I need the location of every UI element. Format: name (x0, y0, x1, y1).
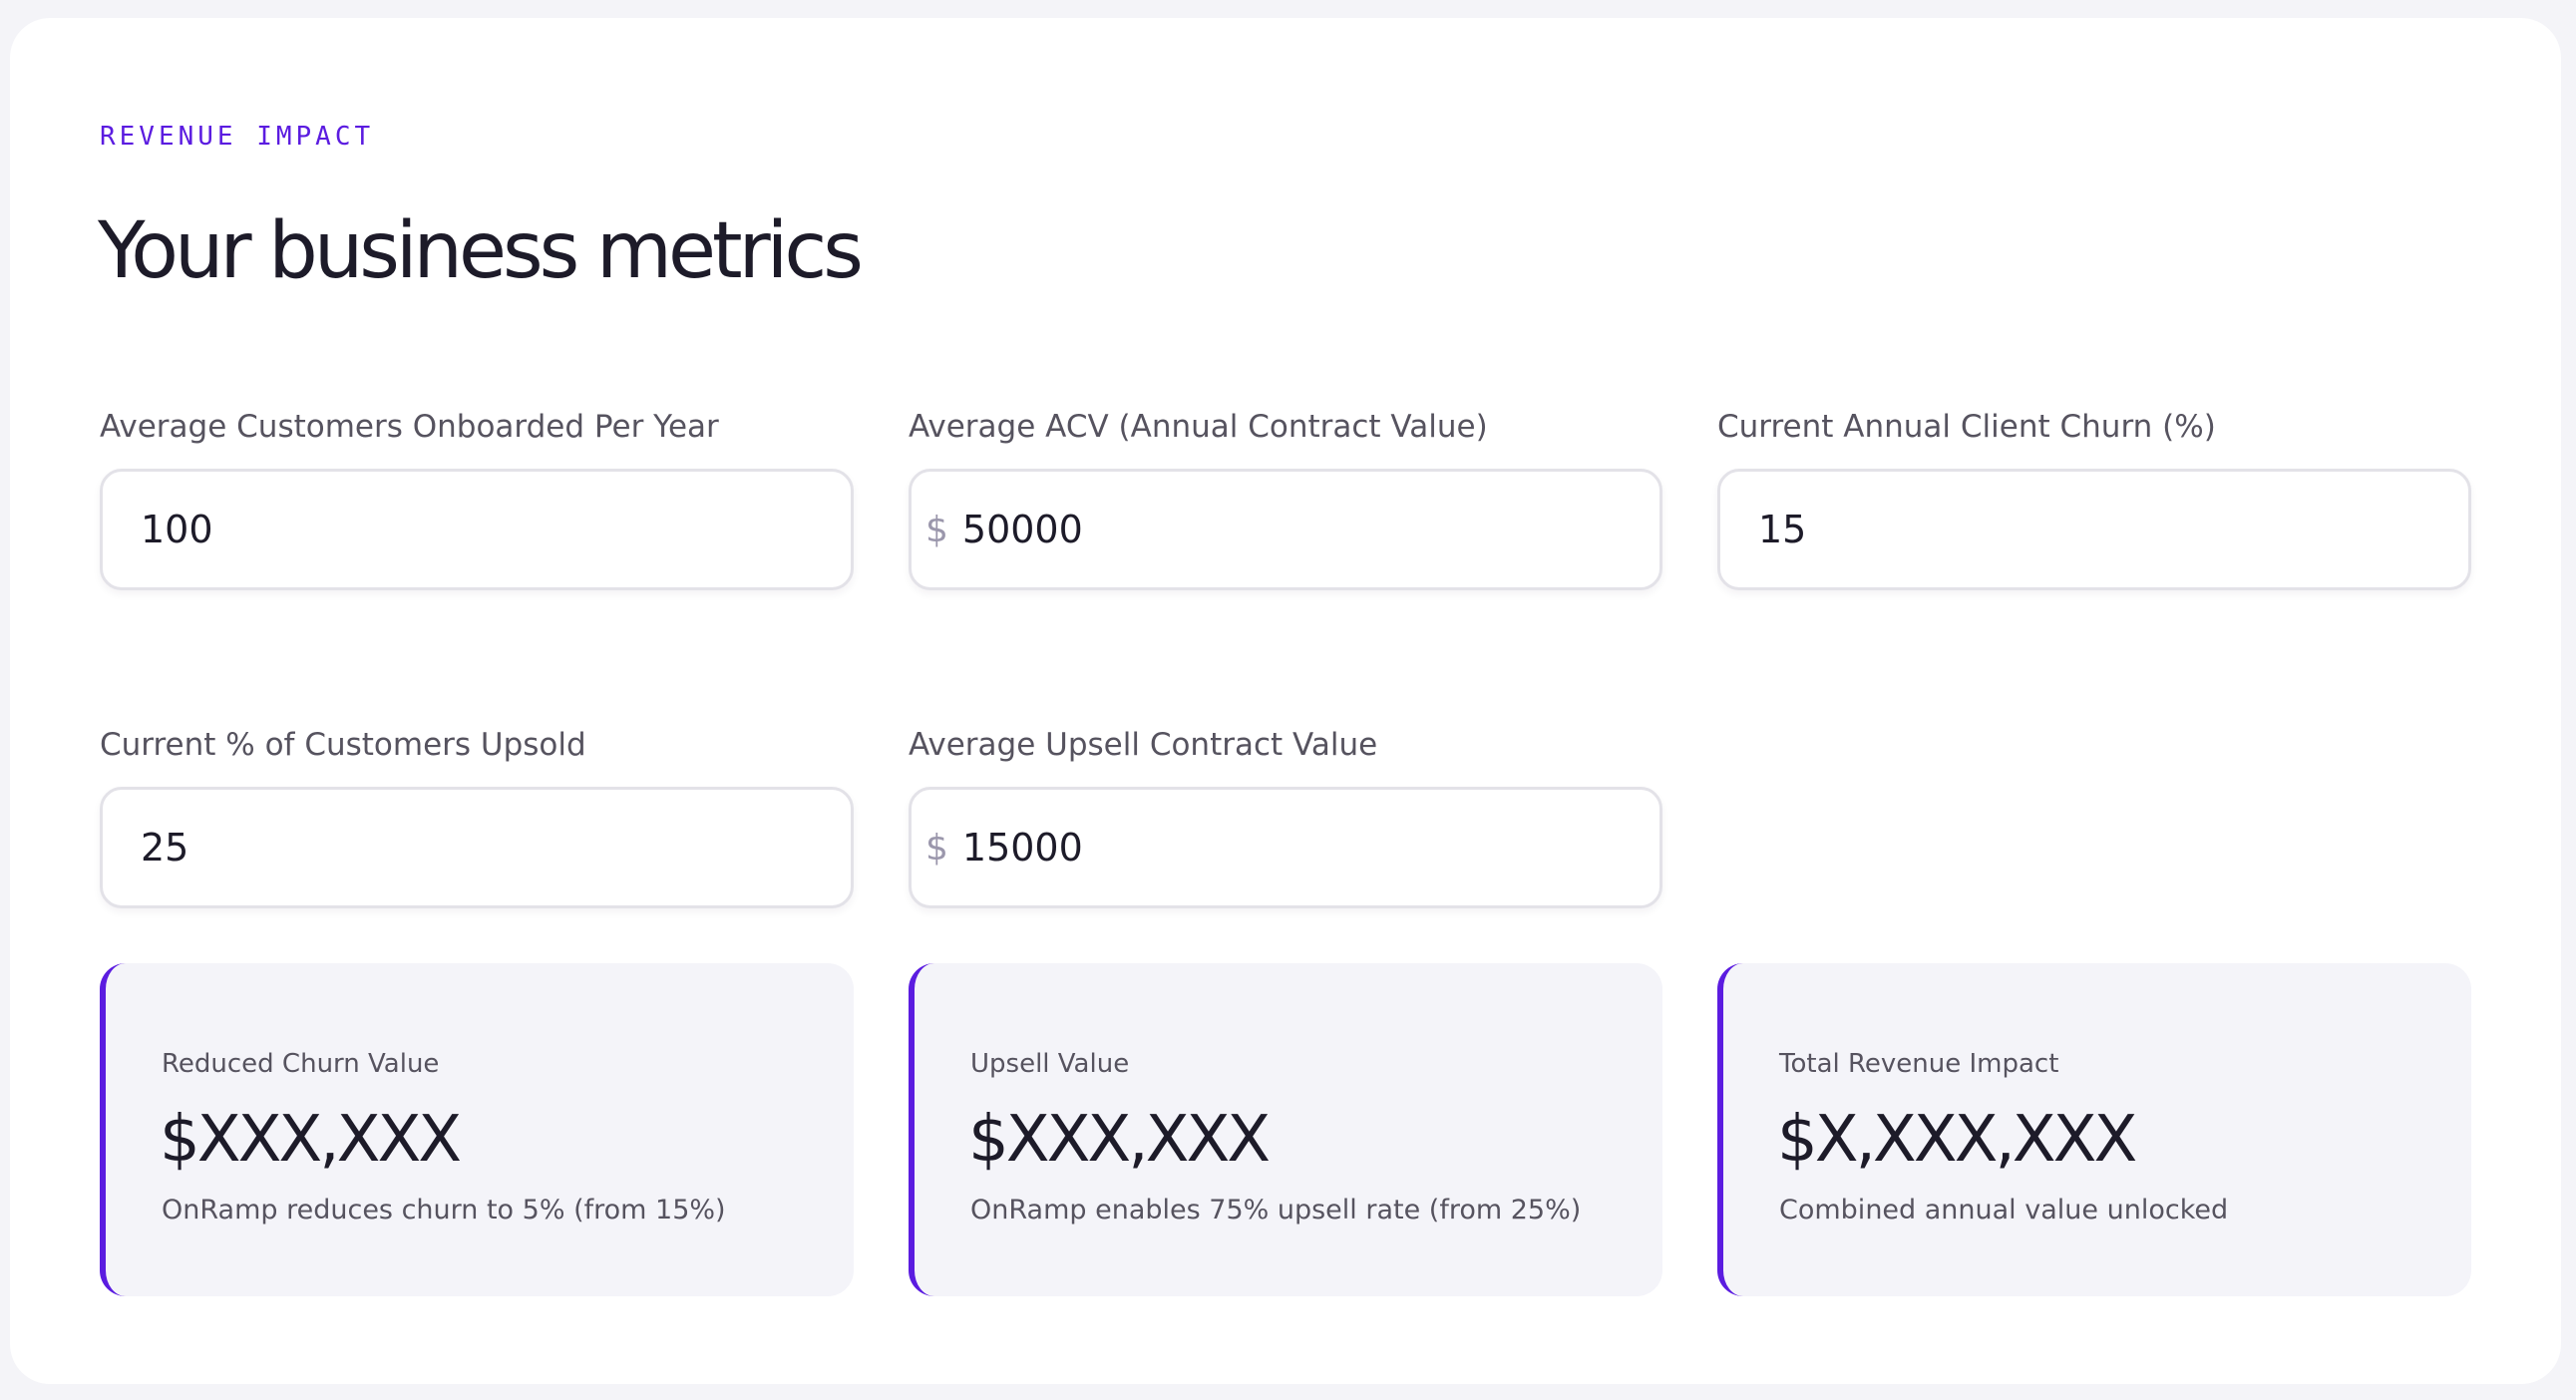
result-value: $XXX,XXX (968, 1103, 1271, 1177)
result-note: Combined annual value unlocked (1779, 1195, 2229, 1225)
result-note: OnRamp enables 75% upsell rate (from 25%… (970, 1195, 1582, 1225)
customers-onboarded-value: 100 (141, 508, 213, 551)
result-value: $XXX,XXX (160, 1103, 462, 1177)
result-value: $X,XXX,XXX (1777, 1103, 2137, 1177)
revenue-impact-card: REVENUE IMPACT Your business metrics Ave… (10, 18, 2561, 1384)
acv-label: Average ACV (Annual Contract Value) (909, 409, 1488, 445)
churn-value: 15 (1758, 508, 1807, 551)
dollar-prefix-icon: $ (925, 509, 948, 550)
reduced-churn-result-card: Reduced Churn Value $XXX,XXX OnRamp redu… (100, 963, 854, 1296)
acv-value: 50000 (961, 508, 1083, 551)
upsell-contract-input[interactable]: $ 15000 (909, 787, 1662, 908)
acv-input[interactable]: $ 50000 (909, 469, 1662, 590)
dollar-prefix-icon: $ (925, 827, 948, 869)
upsell-contract-label: Average Upsell Contract Value (909, 727, 1378, 763)
upsell-contract-value: 15000 (961, 826, 1083, 870)
upsold-percent-value: 25 (141, 826, 189, 870)
page-title: Your business metrics (98, 206, 864, 296)
upsell-result-card: Upsell Value $XXX,XXX OnRamp enables 75%… (909, 963, 1662, 1296)
churn-label: Current Annual Client Churn (%) (1717, 409, 2216, 445)
section-eyebrow: REVENUE IMPACT (100, 122, 375, 152)
upsold-percent-input[interactable]: 25 (100, 787, 854, 908)
result-note: OnRamp reduces churn to 5% (from 15%) (162, 1195, 726, 1225)
customers-onboarded-label: Average Customers Onboarded Per Year (100, 409, 719, 445)
result-label: Total Revenue Impact (1779, 1049, 2059, 1079)
result-label: Reduced Churn Value (162, 1049, 440, 1079)
result-label: Upsell Value (970, 1049, 1130, 1079)
upsold-percent-label: Current % of Customers Upsold (100, 727, 586, 763)
total-revenue-result-card: Total Revenue Impact $X,XXX,XXX Combined… (1717, 963, 2471, 1296)
churn-input[interactable]: 15 (1717, 469, 2471, 590)
customers-onboarded-input[interactable]: 100 (100, 469, 854, 590)
